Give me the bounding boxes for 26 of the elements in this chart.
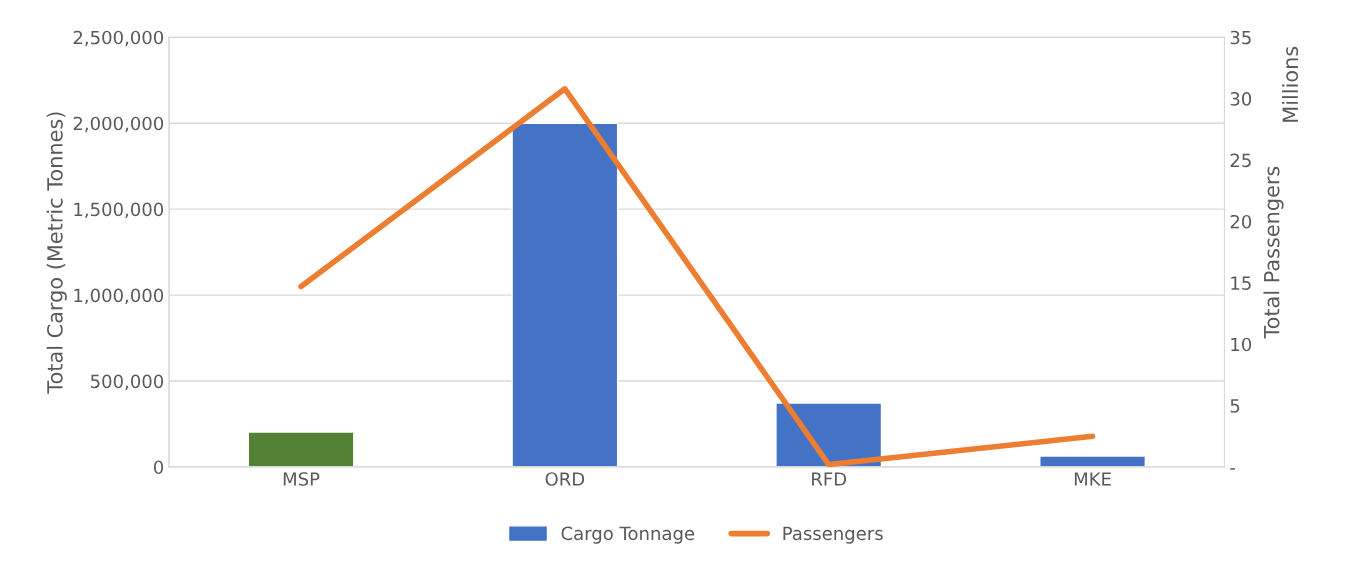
x-tick-label: MKE [1074, 472, 1111, 486]
y-tick-label: 1,000,000 [74, 288, 164, 305]
bar [511, 122, 619, 467]
bar [1039, 455, 1147, 467]
y2-tick-label: 25 [1230, 153, 1251, 168]
legend-label: Passengers [783, 526, 883, 544]
y2-tick-label: 30 [1230, 92, 1252, 106]
y-tick-label: 2,500,000 [73, 30, 164, 47]
x-tick-label: RFD [812, 472, 847, 486]
y2-axis-title: Total Passengers [1263, 166, 1284, 339]
y2-tick-label: 15 [1231, 276, 1251, 290]
y2-tick-label: 20 [1230, 214, 1252, 229]
y-tick-label: 1,500,000 [74, 202, 164, 219]
y-tick-label: 2,000,000 [73, 116, 164, 133]
y-tick-label: 0 [153, 460, 164, 475]
y-axis-title: Total Cargo (Metric Tonnes) [46, 112, 67, 394]
y2-tick-label: 10 [1231, 337, 1252, 352]
text: Millions [1282, 46, 1299, 122]
y2-tick-label: 5 [1230, 399, 1240, 413]
legend-label: Cargo Tonnage [561, 526, 695, 544]
y2-tick-label: 35 [1230, 30, 1251, 45]
x-tick-label: ORD [545, 472, 585, 486]
y2-tick-label: - [1230, 468, 1235, 470]
y-tick-label: 500,000 [90, 374, 164, 390]
bar [247, 431, 355, 467]
x-tick-label: MSP [283, 472, 320, 486]
